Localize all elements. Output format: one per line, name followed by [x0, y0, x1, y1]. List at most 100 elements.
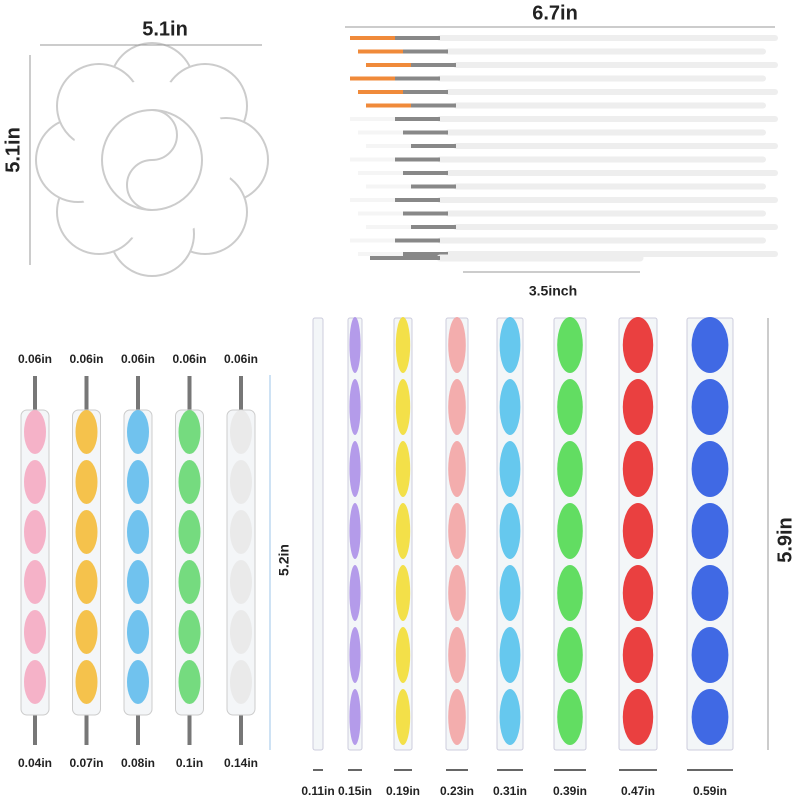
palette: [35, 42, 269, 277]
rod-swirl: [349, 565, 361, 621]
tool-swirl: [178, 560, 201, 604]
tool-swirl: [24, 410, 46, 454]
rod-diameter-label: 0.31in: [493, 784, 527, 798]
rod-swirl: [499, 379, 521, 435]
tool-swirl: [230, 560, 252, 604]
rod-diameter-label: 0.11in: [301, 784, 334, 798]
rod-swirl: [499, 317, 521, 373]
tool-top-label: 0.06in: [121, 352, 155, 366]
rod-diameter-label: 0.59in: [693, 784, 727, 798]
tool-swirl: [75, 410, 98, 454]
rod-swirl: [349, 441, 361, 497]
tool-swirl: [24, 560, 46, 604]
tool-swirl: [127, 660, 149, 704]
rod-swirl: [691, 441, 729, 497]
rod-swirl: [395, 565, 411, 621]
palette-height: 5.1in: [2, 127, 24, 173]
tool-swirl: [230, 510, 252, 554]
rod-swirl: [622, 565, 654, 621]
tool-swirl: [24, 610, 46, 654]
tool-top-label: 0.06in: [172, 352, 206, 366]
tool-swirl: [75, 460, 98, 504]
brush-short-length: 3.5inch: [529, 283, 577, 299]
tool-swirl: [230, 610, 252, 654]
tool-bottom-label: 0.07in: [69, 756, 103, 770]
rod-swirl: [622, 627, 654, 683]
rod-swirl: [395, 317, 411, 373]
rod-swirl: [349, 689, 361, 745]
rod-swirl: [691, 317, 729, 373]
rod-swirl: [448, 379, 466, 435]
brushes: [350, 35, 778, 262]
rod-swirl: [395, 379, 411, 435]
tool-swirl: [178, 510, 201, 554]
tool-swirl: [178, 660, 201, 704]
tool-swirl: [127, 510, 149, 554]
rod-swirl: [691, 689, 729, 745]
rod-diameter-label: 0.47in: [621, 784, 655, 798]
tool-swirl: [230, 410, 252, 454]
rod-swirl: [622, 441, 654, 497]
rod-swirl: [691, 379, 729, 435]
tool-swirl: [75, 510, 98, 554]
rod-swirl: [499, 441, 521, 497]
tool-length: 5.2in: [276, 544, 292, 576]
rod-swirl: [395, 627, 411, 683]
tool-bottom-label: 0.14in: [224, 756, 258, 770]
tool-bottom-label: 0.04in: [18, 756, 52, 770]
rod-swirl: [448, 565, 466, 621]
rods: 0.11in 0.15in 0.19in 0.23in 0.31in 0.39in 0.47…: [301, 317, 734, 798]
rod-swirl: [448, 441, 466, 497]
rod-swirl: [349, 627, 361, 683]
tool-swirl: [75, 560, 98, 604]
rod-swirl: [448, 503, 466, 559]
rod-swirl: [557, 379, 583, 435]
palette-width: 5.1in: [142, 18, 188, 40]
rod-swirl: [557, 565, 583, 621]
rod-swirl: [499, 503, 521, 559]
rod-swirl: [557, 689, 583, 745]
rod-swirl: [557, 503, 583, 559]
tool-swirl: [230, 660, 252, 704]
tool-swirl: [24, 460, 46, 504]
rod-diameter-label: 0.23in: [440, 784, 474, 798]
rod-swirl: [448, 627, 466, 683]
tool-swirl: [127, 560, 149, 604]
tool-swirl: [75, 660, 98, 704]
rod-swirl: [622, 503, 654, 559]
tool-top-label: 0.06in: [224, 352, 258, 366]
rod-swirl: [622, 689, 654, 745]
tool-swirl: [127, 460, 149, 504]
rod-swirl: [557, 441, 583, 497]
rod-swirl: [349, 503, 361, 559]
rod-swirl: [622, 317, 654, 373]
rod-swirl: [395, 689, 411, 745]
tool-swirl: [178, 460, 201, 504]
rod-swirl: [691, 565, 729, 621]
rod-swirl: [395, 441, 411, 497]
rod-swirl: [499, 627, 521, 683]
brush-length: 6.7in: [532, 2, 578, 24]
rod-swirl: [691, 627, 729, 683]
tool-swirl: [127, 610, 149, 654]
rod-swirl: [499, 565, 521, 621]
tool-swirl: [178, 410, 201, 454]
rod-diameter-label: 0.39in: [553, 784, 587, 798]
rod-swirl: [557, 627, 583, 683]
tool-swirl: [24, 510, 46, 554]
tool-swirl: [178, 610, 201, 654]
tool-bottom-label: 0.1in: [176, 756, 203, 770]
tool-swirl: [230, 460, 252, 504]
tool-top-label: 0.06in: [18, 352, 52, 366]
rod-swirl: [499, 689, 521, 745]
tool-swirl: [127, 410, 149, 454]
rod-swirl: [349, 379, 361, 435]
rod-diameter-label: 0.19in: [386, 784, 420, 798]
tool-top-label: 0.06in: [69, 352, 103, 366]
rod: [312, 317, 324, 751]
rod-swirl: [557, 317, 583, 373]
rod-swirl: [448, 689, 466, 745]
dotting-tools: 0.06in 0.04in 0.06in 0.07in 0.06in 0.08in 0.06…: [18, 352, 258, 770]
tool-swirl: [24, 660, 46, 704]
